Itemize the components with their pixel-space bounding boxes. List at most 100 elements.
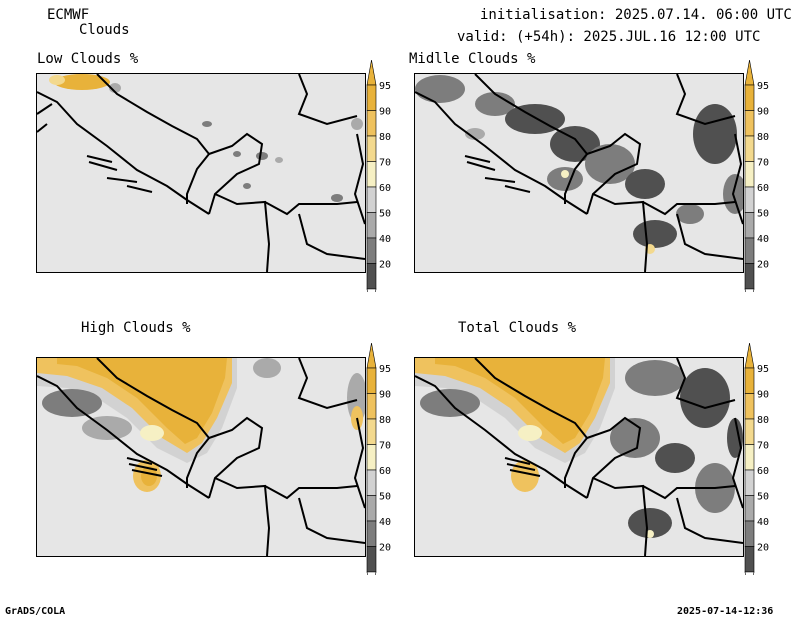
colorbar-segment	[366, 186, 377, 213]
colorbar-label: 95	[379, 81, 391, 92]
panel-title-total: Total Clouds %	[458, 320, 577, 336]
colorbar-label: 90	[379, 107, 391, 118]
map-middle-clouds	[414, 73, 744, 273]
colorbar-label: 95	[757, 364, 769, 375]
colorbar-label: 50	[757, 209, 769, 220]
init-time: initialisation: 2025.07.14. 06:00 UTC	[480, 7, 792, 23]
colorbar-segment	[366, 495, 377, 522]
colorbar-label: 40	[379, 517, 391, 528]
colorbar-segment	[366, 110, 377, 137]
colorbar-segment	[744, 469, 755, 496]
colorbar-segment	[366, 393, 377, 420]
colorbar-arrow-bottom	[366, 571, 377, 575]
colorbar-middle: 95 90 80 70 60 50 40 20	[742, 60, 782, 292]
colorbar-label: 20	[379, 260, 391, 271]
colorbar-arrow-bottom	[744, 288, 755, 292]
colorbar-segment	[744, 520, 755, 547]
colorbar-label: 20	[379, 543, 391, 554]
colorbar-segment	[744, 263, 755, 290]
colorbar-arrow-bottom	[744, 571, 755, 575]
country-borders	[415, 358, 743, 556]
colorbar-segment	[744, 444, 755, 471]
colorbar-segment	[744, 161, 755, 188]
low-cloud-patches	[49, 74, 363, 202]
footer-right: 2025-07-14-12:36	[677, 606, 774, 617]
valid-time: valid: (+54h): 2025.JUL.16 12:00 UTC	[457, 29, 761, 45]
colorbar-label: 80	[757, 415, 769, 426]
colorbar-label: 50	[379, 209, 391, 220]
colorbar-label: 80	[757, 132, 769, 143]
map-high-clouds	[36, 357, 366, 557]
colorbar-label: 95	[379, 364, 391, 375]
colorbar-segment	[366, 444, 377, 471]
colorbar-segment	[744, 135, 755, 162]
colorbar-label: 60	[379, 183, 391, 194]
colorbar-segment	[366, 161, 377, 188]
colorbar-label: 60	[757, 466, 769, 477]
colorbar-label: 20	[757, 543, 769, 554]
colorbar-segment	[744, 237, 755, 264]
colorbar-segment	[744, 495, 755, 522]
colorbar-segment	[366, 469, 377, 496]
colorbar-segment	[366, 84, 377, 111]
colorbar-segment	[744, 110, 755, 137]
map-low-clouds	[36, 73, 366, 273]
colorbar-label: 50	[379, 492, 391, 503]
high-cloud-patches	[37, 358, 365, 492]
colorbar-svg: 95 90 80 70 60 50 40 20	[744, 60, 769, 292]
colorbar-segment	[366, 135, 377, 162]
colorbar-svg: 95 90 80 70 60 50 40 20	[744, 343, 769, 575]
country-borders	[37, 358, 365, 556]
colorbar-arrow-top	[366, 60, 377, 86]
colorbar-segment	[744, 393, 755, 420]
colorbar-label: 40	[379, 234, 391, 245]
colorbar-label: 40	[757, 234, 769, 245]
colorbar-label: 70	[757, 441, 769, 452]
colorbar-label: 50	[757, 492, 769, 503]
panel-title-low: Low Clouds %	[37, 51, 139, 67]
colorbar-segment	[744, 546, 755, 573]
colorbar-label: 60	[757, 183, 769, 194]
model-label: ECMWF	[47, 7, 90, 23]
colorbar-arrow-top	[366, 343, 377, 369]
colorbar-arrow-bottom	[366, 288, 377, 292]
panel-title-high: High Clouds %	[81, 320, 191, 336]
map-total-clouds	[414, 357, 744, 557]
panel-title-middle: Midlle Clouds %	[409, 51, 536, 67]
colorbar-label: 70	[757, 158, 769, 169]
colorbar-segment	[744, 418, 755, 445]
country-borders	[415, 74, 743, 272]
colorbar-arrow-top	[744, 60, 755, 86]
colorbar-segment	[366, 520, 377, 547]
footer-left: GrADS/COLA	[5, 606, 66, 617]
colorbar-segment	[366, 212, 377, 239]
colorbar-high: 95 90 80 70 60 50 40 20	[364, 343, 404, 575]
colorbar-svg: 95 90 80 70 60 50 40 20	[366, 343, 391, 575]
colorbar-label: 40	[757, 517, 769, 528]
colorbar-svg: 95 90 80 70 60 50 40 20	[366, 60, 391, 292]
colorbar-label: 80	[379, 132, 391, 143]
product-label: Clouds	[79, 22, 130, 38]
colorbar-label: 70	[379, 441, 391, 452]
colorbar-label: 90	[757, 107, 769, 118]
colorbar-segment	[744, 186, 755, 213]
colorbar-arrow-top	[744, 343, 755, 369]
colorbar-segment	[366, 367, 377, 394]
colorbar-low: 95 90 80 70 60 50 40 20	[364, 60, 404, 292]
colorbar-label: 95	[757, 81, 769, 92]
colorbar-label: 20	[757, 260, 769, 271]
colorbar-label: 90	[757, 390, 769, 401]
colorbar-segment	[744, 367, 755, 394]
colorbar-segment	[366, 263, 377, 290]
colorbar-segment	[366, 546, 377, 573]
colorbar-label: 80	[379, 415, 391, 426]
colorbar-label: 60	[379, 466, 391, 477]
colorbar-segment	[366, 418, 377, 445]
colorbar-total: 95 90 80 70 60 50 40 20	[742, 343, 782, 575]
colorbar-segment	[744, 212, 755, 239]
country-borders	[37, 74, 365, 272]
colorbar-label: 70	[379, 158, 391, 169]
colorbar-segment	[366, 237, 377, 264]
colorbar-label: 90	[379, 390, 391, 401]
colorbar-segment	[744, 84, 755, 111]
